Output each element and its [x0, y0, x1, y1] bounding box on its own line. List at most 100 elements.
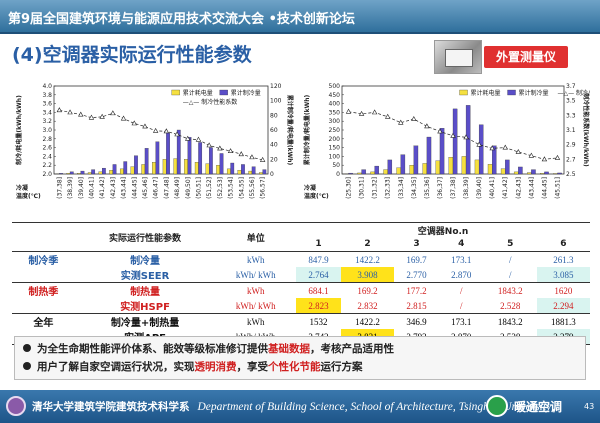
bar-power: [357, 172, 362, 175]
cop-point: [56, 107, 63, 113]
y-tick-label: 0: [336, 171, 340, 178]
bar-cooling: [544, 171, 549, 175]
bar-cooling: [478, 124, 484, 175]
bar-cooling: [452, 108, 458, 175]
legend-label: 累计耗电量: [471, 89, 501, 97]
cop-point: [345, 108, 352, 114]
col-number-header: 5: [507, 239, 514, 249]
performance-table: 实际运行性能参数 单位 空调器No.n 1 2 3 4 5 6 制冷季 制冷量 kWh 847.9 142…: [12, 222, 590, 345]
chart-right: 5004504003503002502001501005003.73.53.33…: [303, 83, 590, 200]
y2-tick-label: 3.5: [566, 98, 576, 105]
bar-power: [98, 171, 103, 175]
bar-cooling: [91, 169, 96, 175]
value-cell: /: [509, 269, 512, 280]
bar-cooling: [465, 105, 471, 175]
footer-bar: 清华大学建筑学院建筑技术科学系 Department of Building Sc…: [0, 390, 600, 423]
bar-power: [259, 172, 263, 175]
y-tick-label: 400: [329, 101, 341, 108]
col-number-header: 3: [413, 239, 420, 249]
x-tick-label: (37,38]: [56, 177, 63, 199]
bar-cooling: [348, 172, 353, 175]
cop-point: [152, 127, 159, 133]
x-tick-label: (36,37]: [437, 177, 444, 199]
bar-cooling: [123, 161, 128, 175]
table-header-row: 实际运行性能参数 单位 空调器No.n: [12, 222, 590, 252]
bar-cooling: [505, 159, 510, 175]
value-cell: 2.294: [536, 298, 590, 314]
x-tick-label: (52,53]: [217, 177, 224, 199]
unit-cell: kWh: [215, 282, 297, 298]
slide-title: (4)空调器实际运行性能参数: [12, 44, 252, 66]
x-tick-label: (33,34]: [398, 177, 405, 199]
x-tick-label: (53,54]: [228, 177, 235, 199]
x-tick-label: (47,48]: [163, 177, 170, 199]
cop-line: [59, 109, 263, 161]
x-tick-label: (56,57]: [260, 177, 267, 199]
x-tick-label: (38,39]: [67, 177, 74, 199]
bar-cooling: [187, 137, 192, 175]
value-cell: 1532: [296, 313, 341, 329]
wechat-icon: [486, 395, 508, 417]
bar-cooling: [241, 164, 245, 175]
value-cell: 684.1: [296, 282, 341, 298]
col-number-header: 4: [458, 239, 465, 249]
param-name: 制热量: [74, 282, 216, 298]
measuring-device-photo: [434, 40, 482, 74]
y2-tick-label: 2.5: [566, 171, 576, 178]
bar-cooling: [262, 169, 267, 175]
value-cell: 177.2: [394, 282, 439, 298]
chart-left: 4.0 3.8 3.63.4 3.2 3.0 2.8 2.62.4 2.2 2.0 120 100 8…: [15, 83, 294, 200]
x-tick-label: (30,31]: [359, 177, 366, 199]
cop-point: [424, 123, 430, 129]
cop-point: [528, 152, 535, 158]
y-axis-label: 制冷/耗电量(kWh/kWh): [15, 95, 23, 165]
cop-point: [185, 135, 191, 141]
bar-cooling: [374, 165, 379, 175]
x-tick-label: (39,40]: [78, 177, 85, 199]
y2-tick-label: 3.3: [566, 112, 576, 119]
bar-cooling: [112, 164, 117, 175]
y-tick-label: 450: [329, 92, 341, 99]
y-tick-label: 4.0: [42, 83, 52, 90]
table-cell: [12, 222, 75, 237]
bar-power: [119, 168, 124, 175]
value-cell: 1422.2: [340, 251, 395, 267]
bar-power: [370, 171, 375, 175]
x-tick-label: (41,42]: [502, 177, 509, 199]
bar-cooling: [198, 142, 203, 175]
bar-power: [461, 156, 467, 175]
value-cell: 2.815: [406, 300, 427, 311]
bar-power: [474, 159, 480, 175]
x-tick-label: (45,46]: [142, 177, 149, 199]
cop-point: [411, 115, 417, 121]
conference-title: 第9届全国建筑环境与能源应用技术交流大会 •技术创新论坛: [8, 12, 355, 27]
bar-cooling: [492, 145, 497, 175]
value-cell: 2.823: [296, 298, 341, 314]
x-axis-label: 冷凝: [16, 184, 29, 192]
bar-power: [226, 168, 231, 175]
y-tick-label: 3.2: [42, 118, 52, 125]
x-tick-label: (51,52]: [206, 177, 213, 199]
bar-power: [527, 172, 532, 175]
bar-power: [396, 167, 401, 175]
y-tick-label: 2.2: [42, 162, 52, 169]
bar-cooling: [230, 162, 235, 175]
cop-point: [174, 131, 180, 137]
value-cell: 1843.2: [483, 313, 537, 329]
page-number: 43: [584, 402, 595, 411]
value-cell: 2.832: [357, 300, 378, 311]
device-badge: 外置测量仪: [484, 46, 568, 68]
legend-label: —△— 制冷/耗电测试效率: [558, 89, 590, 97]
x-tick-label: (46,47]: [153, 177, 160, 199]
y2-tick-label: 100: [270, 98, 282, 105]
bar-cooling: [219, 153, 224, 175]
y-tick-label: 2.0: [42, 171, 52, 178]
cop-point: [259, 156, 266, 162]
value-cell: 169.7: [394, 251, 439, 267]
y-tick-label: 150: [329, 145, 341, 152]
x-tick-label: (44,45]: [541, 177, 548, 199]
x-tick-label: (43,44]: [528, 177, 535, 199]
cop-point: [541, 156, 548, 162]
param-name: 制冷量+制热量: [74, 313, 216, 329]
bar-power: [553, 173, 558, 175]
